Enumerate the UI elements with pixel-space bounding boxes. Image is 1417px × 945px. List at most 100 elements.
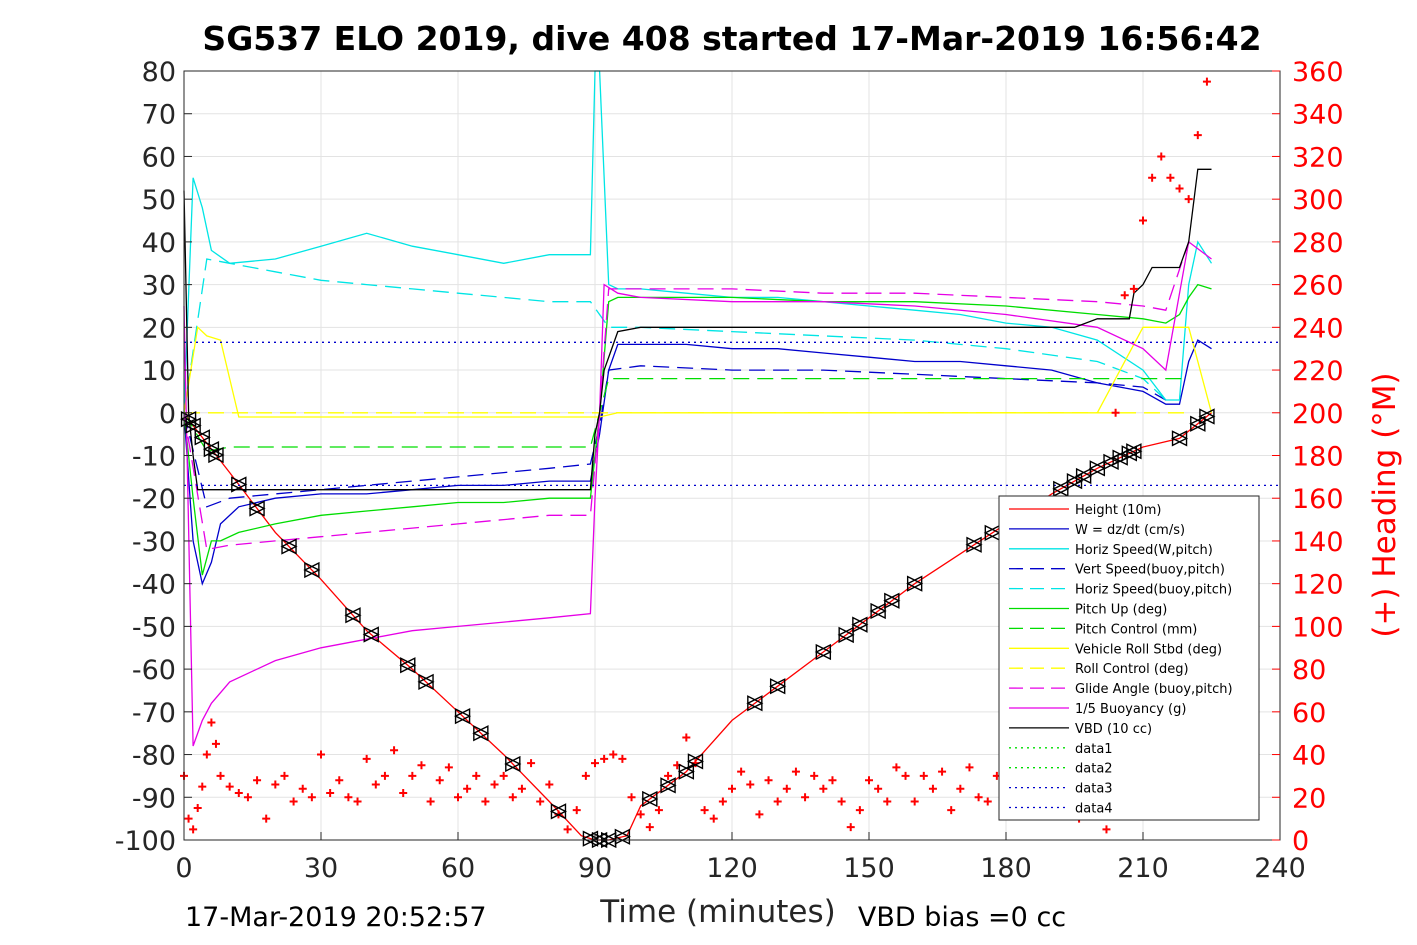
y-right-tick-label: 200 — [1292, 399, 1344, 430]
x-tick-label: 0 — [175, 853, 192, 884]
heading-point — [755, 810, 764, 819]
heading-point — [362, 754, 371, 763]
heading-point — [508, 793, 517, 802]
x-axis-label: Time (minutes) — [599, 894, 835, 930]
depth-marker — [207, 446, 225, 464]
heading-point — [700, 806, 709, 815]
y-left-tick-label: -20 — [132, 484, 176, 515]
heading-point — [682, 733, 691, 742]
y-axis-left: -100-90-80-70-60-50-40-30-20-10010203040… — [115, 57, 192, 857]
depth-marker — [454, 707, 472, 725]
heading-point — [216, 771, 225, 780]
legend-label: Roll Control (deg) — [1075, 662, 1189, 677]
heading-point — [737, 767, 746, 776]
heading-point — [517, 784, 526, 793]
depth-marker — [686, 753, 705, 770]
heading-point — [490, 780, 499, 789]
heading-point — [728, 784, 736, 793]
heading-point — [211, 739, 220, 748]
legend-label: data4 — [1075, 802, 1113, 817]
heading-point — [225, 782, 234, 791]
depth-marker — [472, 725, 490, 742]
y-left-tick-label: -50 — [132, 612, 176, 643]
y-right-tick-label: 80 — [1292, 655, 1326, 686]
y-left-tick-label: -100 — [115, 826, 176, 857]
heading-point — [463, 784, 472, 793]
footer-vbd-bias: VBD bias =0 cc — [858, 902, 1066, 933]
heading-point — [581, 771, 590, 780]
depth-marker — [1189, 415, 1207, 432]
series-line-4 — [183, 365, 1167, 508]
depth-marker — [965, 536, 983, 553]
depth-marker — [814, 643, 832, 661]
heading-point — [956, 784, 965, 793]
depth-marker — [399, 657, 417, 674]
heading-point — [481, 797, 490, 806]
depth-marker — [1170, 430, 1189, 447]
depth-marker — [581, 830, 599, 847]
x-tick-label: 60 — [441, 853, 475, 884]
heading-point — [271, 780, 280, 789]
heading-point — [527, 759, 536, 768]
y-right-tick-label: 0 — [1292, 826, 1309, 857]
heading-point — [380, 771, 389, 780]
heading-point — [645, 823, 654, 832]
y-right-tick-label: 340 — [1292, 100, 1344, 131]
legend-label: Pitch Up (deg) — [1075, 603, 1167, 618]
y-axis-right: 0 20 40 60 80 100 120 140 160 180 200 220 240 260 280 3… — [1272, 57, 1344, 857]
heading-point — [883, 797, 892, 806]
y-left-tick-label: -60 — [132, 655, 176, 686]
legend-label: data1 — [1075, 742, 1113, 757]
y-right-tick-label: 360 — [1292, 57, 1344, 88]
depth-marker — [417, 673, 435, 691]
heading-point — [399, 789, 408, 798]
depth-marker — [677, 763, 695, 780]
heading-point — [444, 763, 453, 772]
heading-point — [326, 789, 335, 798]
y-right-tick-label: 280 — [1292, 228, 1344, 259]
y-right-tick-label: 20 — [1292, 783, 1326, 814]
depth-marker — [869, 602, 887, 620]
marker-layer — [180, 408, 1216, 849]
heading-point — [627, 793, 636, 802]
heading-point — [280, 771, 289, 780]
series-line-12 — [183, 168, 1212, 491]
heading-point — [545, 780, 554, 789]
x-tick-label: 90 — [578, 853, 612, 884]
y-left-tick-label: 0 — [159, 399, 176, 430]
heading-point — [572, 806, 581, 815]
depth-marker — [193, 429, 211, 446]
heading-point — [390, 746, 399, 755]
legend-label: data3 — [1075, 782, 1113, 797]
heading-point — [810, 771, 819, 780]
depth-marker — [344, 607, 362, 624]
chart-title: SG537 ELO 2019, dive 408 started 17-Mar-… — [202, 19, 1261, 58]
heading-point — [1175, 184, 1184, 193]
y-left-tick-label: 60 — [142, 142, 176, 173]
depth-marker — [1198, 408, 1216, 425]
heading-point — [791, 767, 800, 776]
heading-point — [202, 750, 211, 759]
legend-label: W = dz/dt (cm/s) — [1075, 523, 1185, 538]
depth-marker — [837, 626, 855, 644]
y-right-tick-label: 240 — [1292, 313, 1344, 344]
heading-point — [472, 771, 481, 780]
heading-point — [1148, 173, 1157, 182]
depth-marker — [746, 695, 764, 712]
legend-label: Height (10m) — [1075, 503, 1161, 518]
heading-point — [253, 776, 262, 785]
y-left-tick-label: -30 — [132, 527, 176, 558]
legend-label: Horiz Speed(W,pitch) — [1075, 543, 1213, 558]
heading-point — [1120, 291, 1129, 300]
heading-point — [947, 806, 956, 815]
legend-box — [998, 495, 1260, 821]
x-tick-label: 240 — [1254, 853, 1306, 884]
depth-marker — [184, 417, 202, 434]
series-line-11 — [183, 240, 1212, 747]
y-left-tick-label: -40 — [132, 570, 176, 601]
heading-point — [709, 814, 718, 823]
heading-point — [828, 776, 837, 785]
legend-label: 1/5 Buoyancy (g) — [1075, 702, 1186, 717]
y-left-tick-label: 80 — [142, 57, 176, 88]
